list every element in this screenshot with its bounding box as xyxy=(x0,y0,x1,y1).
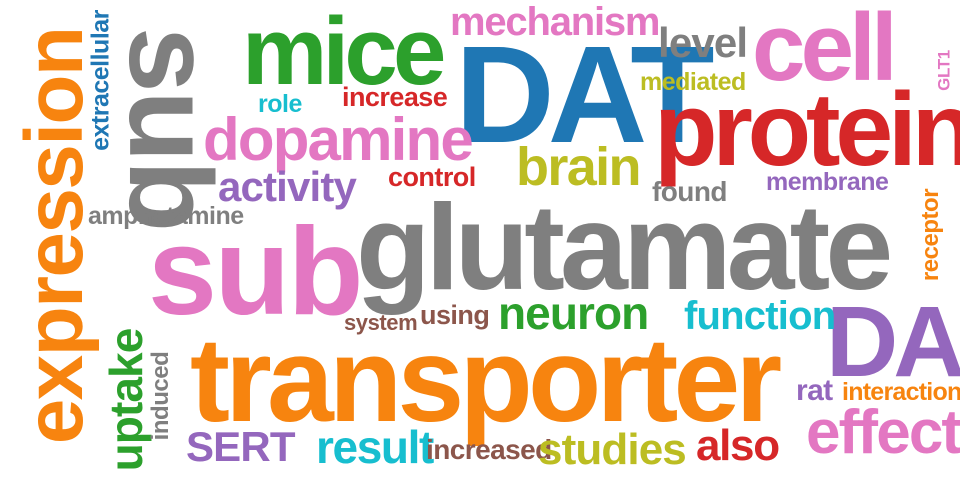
word-amphetamine: amphetamine xyxy=(88,202,244,230)
word-brain: brain xyxy=(516,137,642,197)
word-dopamine: dopamine xyxy=(203,106,474,173)
word-glutamate: glutamate xyxy=(356,179,893,315)
word-control: control xyxy=(388,162,476,192)
word-increased: increased xyxy=(426,434,552,465)
word-mice: mice xyxy=(242,0,446,105)
word-system: system xyxy=(344,310,418,335)
word-cell: cell xyxy=(752,0,898,101)
word-dat: DAT xyxy=(455,18,715,172)
word-sub: sub xyxy=(148,203,363,341)
word-glt1: GLT1 xyxy=(934,50,954,91)
word-mediated: mediated xyxy=(640,68,746,96)
word-result: result xyxy=(316,421,434,473)
word-also: also xyxy=(696,421,780,470)
word-using: using xyxy=(420,300,490,330)
word-effect: effect xyxy=(806,398,960,467)
word-role: role xyxy=(258,90,302,118)
word-extracellular: extracellular xyxy=(86,10,115,151)
word-induced: induced xyxy=(147,351,174,441)
word-rat: rat xyxy=(796,374,833,407)
word-neuron: neuron xyxy=(498,287,649,339)
word-membrane: membrane xyxy=(766,168,889,196)
word-expression: expression xyxy=(9,27,100,445)
word-studies: studies xyxy=(538,425,687,474)
word-da: DA xyxy=(826,286,960,398)
word-function: function xyxy=(684,294,836,338)
word-level: level xyxy=(658,19,748,66)
word-uptake: uptake xyxy=(100,328,152,472)
word-increase: increase xyxy=(342,82,448,112)
word-activity: activity xyxy=(218,163,357,210)
word-transporter: transporter xyxy=(190,313,782,447)
word-interaction: interaction xyxy=(842,378,960,406)
word-mechanism: mechanism xyxy=(450,0,661,44)
word-sert: SERT xyxy=(186,423,295,470)
word-found: found xyxy=(652,176,728,207)
word-receptor: receptor xyxy=(917,188,944,282)
word-protein: protein xyxy=(654,72,960,188)
